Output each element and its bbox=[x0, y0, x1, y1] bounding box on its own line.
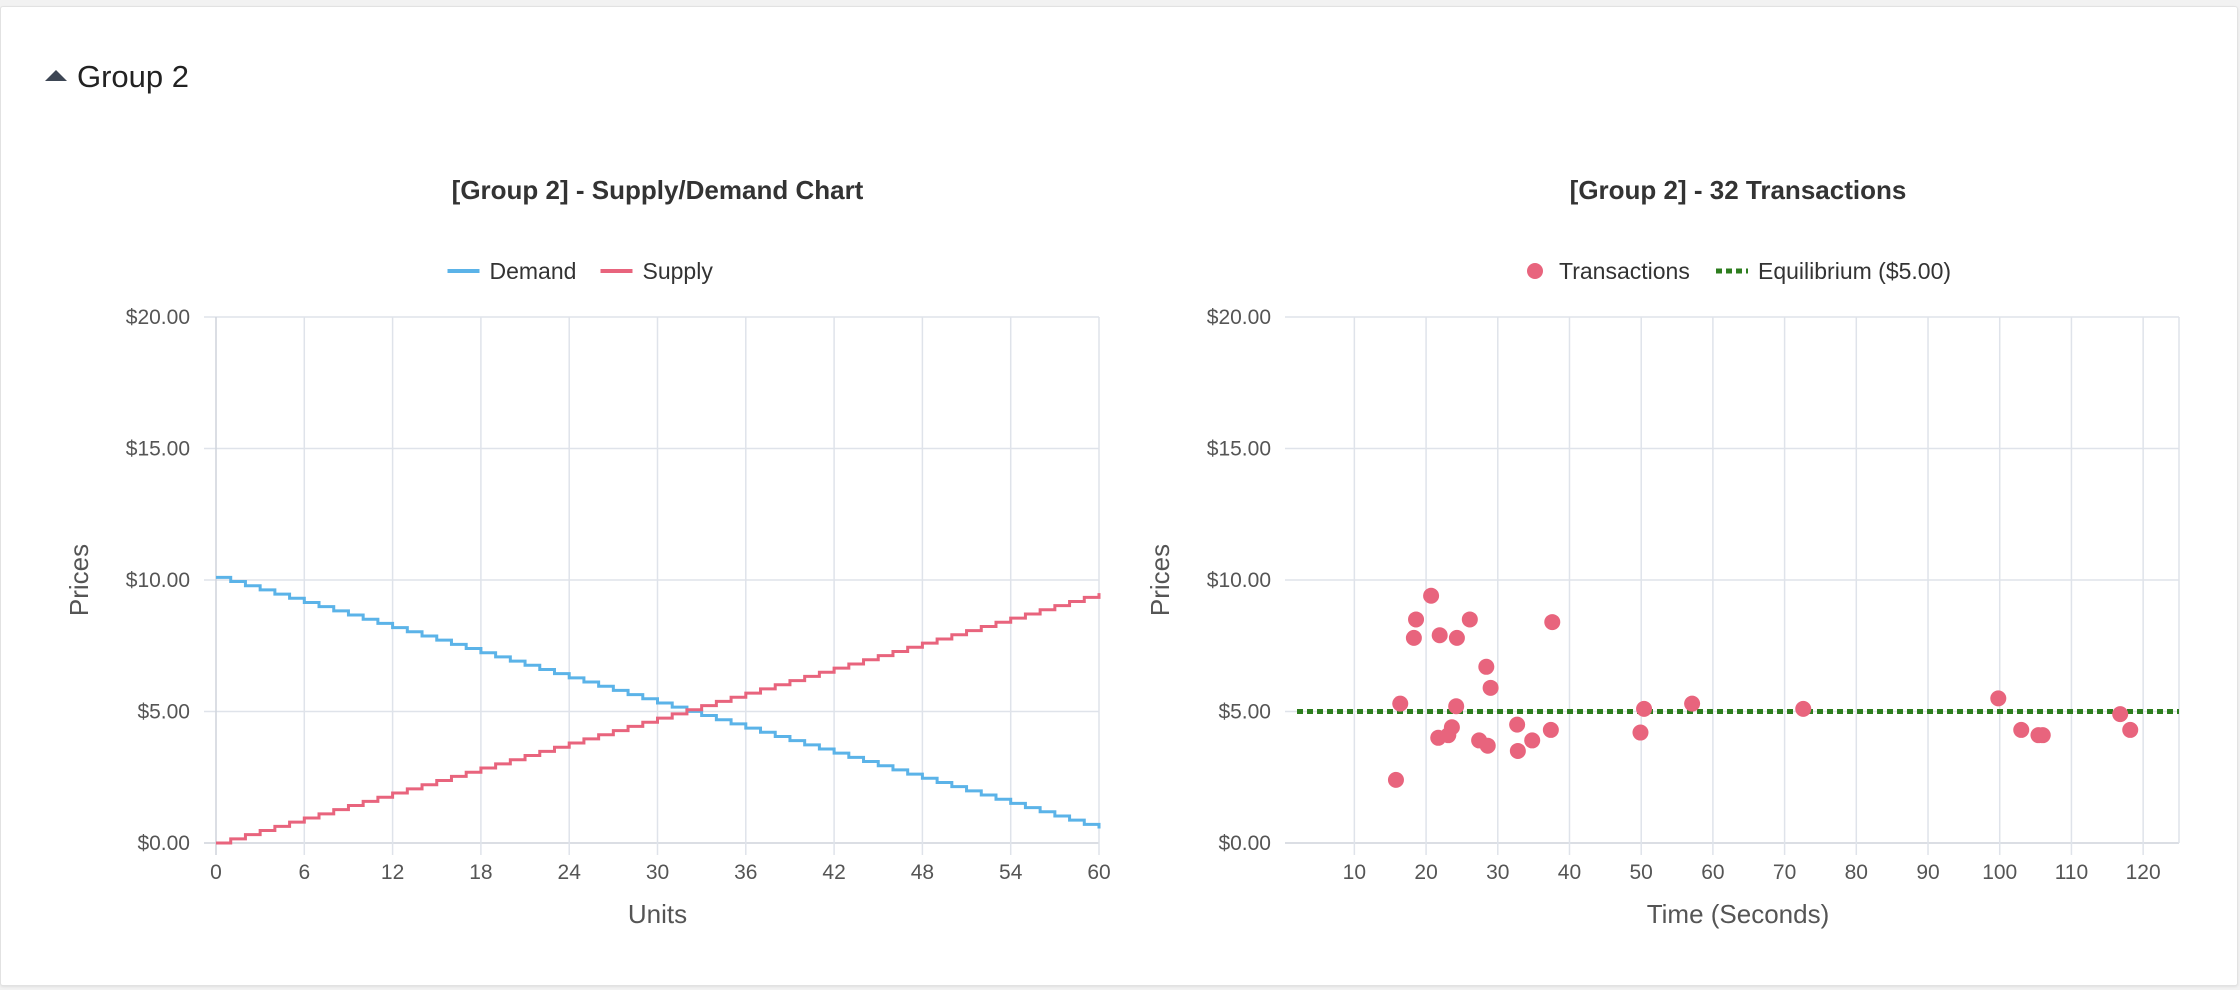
legend-demand[interactable]: Demand bbox=[447, 258, 577, 284]
transaction-point bbox=[1408, 611, 1425, 628]
tx-x-tick-label: 120 bbox=[2126, 861, 2161, 884]
transaction-point bbox=[1542, 721, 1559, 738]
transaction-point bbox=[1632, 724, 1649, 741]
transaction-point bbox=[1990, 690, 2007, 707]
transaction-point bbox=[1479, 737, 1496, 754]
transaction-point bbox=[1482, 679, 1499, 696]
transaction-point bbox=[2122, 721, 2139, 738]
tx-x-tick-label: 80 bbox=[1845, 861, 1868, 884]
transaction-point bbox=[1423, 587, 1440, 604]
transaction-point bbox=[2034, 727, 2051, 744]
tx-title: [Group 2] - 32 Transactions bbox=[1570, 175, 1907, 205]
transactions-chart: [Group 2] - 32 Transactions $0.00 $5.00 $10… bbox=[1111, 157, 2211, 937]
legend-supply-label: Supply bbox=[643, 258, 714, 284]
transaction-point bbox=[1478, 658, 1495, 675]
tx-x-tick-label: 110 bbox=[2055, 861, 2088, 884]
legend-demand-label: Demand bbox=[490, 258, 577, 284]
transaction-point bbox=[1387, 771, 1404, 788]
sd-y-tick-label: $0.00 bbox=[137, 832, 190, 855]
tx-x-tick-label: 40 bbox=[1558, 861, 1581, 884]
demand-line bbox=[216, 575, 1101, 829]
supply-line bbox=[216, 593, 1101, 845]
sd-x-tick-label: 54 bbox=[999, 861, 1023, 884]
tx-x-tick-label: 10 bbox=[1343, 861, 1366, 884]
sd-x-tick-label: 36 bbox=[734, 861, 757, 884]
transaction-point bbox=[1509, 742, 1526, 759]
transaction-point bbox=[1636, 700, 1653, 717]
transaction-point bbox=[1795, 700, 1812, 717]
transaction-point bbox=[1443, 719, 1460, 736]
legend-transactions[interactable]: Transactions bbox=[1527, 258, 1690, 284]
sd-x-tick-label: 6 bbox=[298, 861, 310, 884]
legend-equilibrium[interactable]: Equilibrium ($5.00) bbox=[1716, 258, 1951, 284]
transaction-point bbox=[1431, 627, 1448, 644]
legend-transactions-swatch bbox=[1527, 263, 1543, 279]
tx-x-tick-label: 100 bbox=[1982, 861, 2017, 884]
transaction-point bbox=[1509, 716, 1526, 733]
caret-up-icon bbox=[45, 69, 67, 81]
sd-x-axis-title: Units bbox=[628, 899, 687, 929]
legend-equilibrium-label: Equilibrium ($5.00) bbox=[1758, 258, 1951, 284]
sd-y-tick-label: $5.00 bbox=[137, 701, 190, 724]
group-header-toggle[interactable]: Group 2 bbox=[45, 57, 189, 97]
sd-title: [Group 2] - Supply/Demand Chart bbox=[452, 175, 864, 205]
legend-supply[interactable]: Supply bbox=[600, 258, 714, 284]
transaction-point bbox=[1392, 695, 1409, 712]
tx-legend: Transactions Equilibrium ($5.00) bbox=[1527, 258, 1951, 284]
tx-y-tick-label: $5.00 bbox=[1218, 701, 1271, 724]
sd-y-tick-label: $10.00 bbox=[126, 569, 190, 592]
tx-y-tick-label: $15.00 bbox=[1207, 438, 1271, 461]
sd-x-tick-label: 18 bbox=[469, 861, 492, 884]
sd-x-tick-label: 12 bbox=[381, 861, 404, 884]
sd-x-tick-label: 48 bbox=[911, 861, 934, 884]
sd-x-tick-label: 60 bbox=[1087, 861, 1110, 884]
group-title: Group 2 bbox=[77, 59, 190, 94]
transaction-point bbox=[1448, 698, 1465, 715]
tx-y-axis-title: Prices bbox=[1145, 544, 1175, 616]
supply-demand-chart: [Group 2] - Supply/Demand Chart $0.00 $5.0… bbox=[31, 157, 1131, 937]
tx-x-tick-label: 70 bbox=[1773, 861, 1796, 884]
supply-demand-chart-svg: [Group 2] - Supply/Demand Chart $0.00 $5.0… bbox=[64, 175, 1111, 929]
sd-y-axis-title: Prices bbox=[64, 544, 94, 616]
legend-transactions-label: Transactions bbox=[1559, 258, 1690, 284]
transaction-point bbox=[1544, 614, 1561, 631]
tx-y-tick-label: $0.00 bbox=[1218, 832, 1271, 855]
sd-x-tick-label: 24 bbox=[558, 861, 582, 884]
transaction-point bbox=[1524, 732, 1541, 749]
tx-x-tick-label: 90 bbox=[1916, 861, 1939, 884]
sd-x-tick-label: 30 bbox=[646, 861, 669, 884]
transaction-point bbox=[1461, 611, 1478, 628]
tx-x-axis-title: Time (Seconds) bbox=[1647, 899, 1830, 929]
sd-y-tick-label: $15.00 bbox=[126, 438, 190, 461]
transaction-point bbox=[2013, 721, 2030, 738]
sd-legend: Demand Supply bbox=[447, 258, 714, 284]
sd-x-tick-label: 42 bbox=[822, 861, 845, 884]
tx-x-tick-label: 60 bbox=[1701, 861, 1724, 884]
tx-y-tick-label: $20.00 bbox=[1207, 306, 1271, 329]
transaction-point bbox=[1684, 695, 1701, 712]
transactions-chart-svg: [Group 2] - 32 Transactions $0.00 $5.00 $10… bbox=[1145, 175, 2180, 929]
tx-x-tick-label: 30 bbox=[1486, 861, 1509, 884]
sd-y-tick-label: $20.00 bbox=[126, 306, 190, 329]
tx-y-tick-label: $10.00 bbox=[1207, 569, 1271, 592]
sd-x-tick-label: 0 bbox=[210, 861, 222, 884]
transaction-point bbox=[1405, 629, 1422, 646]
tx-x-tick-label: 20 bbox=[1414, 861, 1437, 884]
transaction-point bbox=[1448, 629, 1465, 646]
transaction-point bbox=[2112, 706, 2129, 723]
group-panel: Group 2 [Group 2] - Supply/Demand Chart $… bbox=[0, 6, 2238, 986]
tx-x-tick-label: 50 bbox=[1630, 861, 1653, 884]
